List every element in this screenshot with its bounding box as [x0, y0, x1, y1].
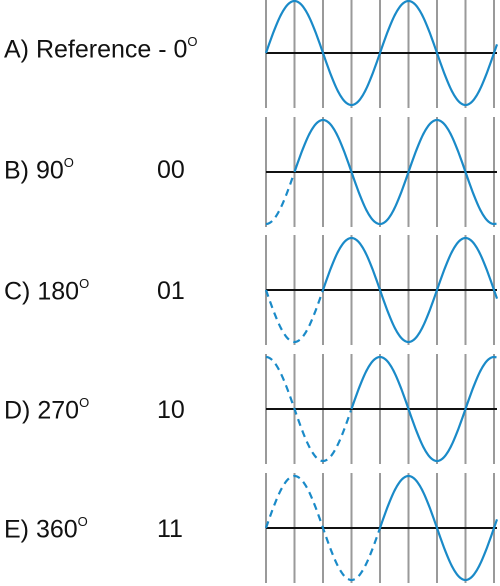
- row-b-code: 00: [157, 156, 185, 184]
- row-d-degree: O: [79, 395, 90, 410]
- row-e-wave: [378, 474, 499, 582]
- row-e-code: 11: [157, 515, 183, 543]
- row-b-letter: B): [4, 156, 29, 185]
- row-b-label: B) 90O: [4, 155, 74, 185]
- row-c-label: C) 180O: [4, 276, 90, 306]
- row-d-wave: [350, 355, 497, 463]
- row-b-wave: [293, 118, 497, 226]
- row-d-text: 270: [37, 396, 80, 425]
- row-c-wave: [321, 236, 499, 344]
- row-e-degree: O: [77, 514, 88, 529]
- row-a-wave: [264, 0, 499, 107]
- row-c-text: 180: [37, 277, 80, 306]
- row-a-letter: A): [4, 35, 29, 64]
- row-b-degree: O: [63, 155, 74, 170]
- row-d-label: D) 270O: [4, 395, 90, 425]
- row-e-wave-dashed: [264, 474, 382, 582]
- row-e-letter: E): [4, 515, 29, 544]
- row-e-label: E) 360O: [4, 514, 88, 544]
- row-e-text: 360: [35, 515, 78, 544]
- row-c-code: 01: [157, 277, 185, 305]
- row-c-wave-dashed: [264, 289, 325, 344]
- row-c-letter: C): [4, 277, 31, 306]
- row-c-degree: O: [79, 276, 90, 291]
- row-d-code: 10: [157, 396, 185, 424]
- row-d-letter: D): [4, 396, 31, 425]
- row-a-degree: O: [187, 34, 198, 49]
- row-a-text: Reference - 0: [35, 35, 188, 64]
- row-b-text: 90: [35, 156, 64, 185]
- row-a-label: A) Reference - 0O: [4, 34, 198, 64]
- row-b-wave-dashed: [265, 173, 296, 226]
- row-d-wave-dashed: [265, 355, 353, 463]
